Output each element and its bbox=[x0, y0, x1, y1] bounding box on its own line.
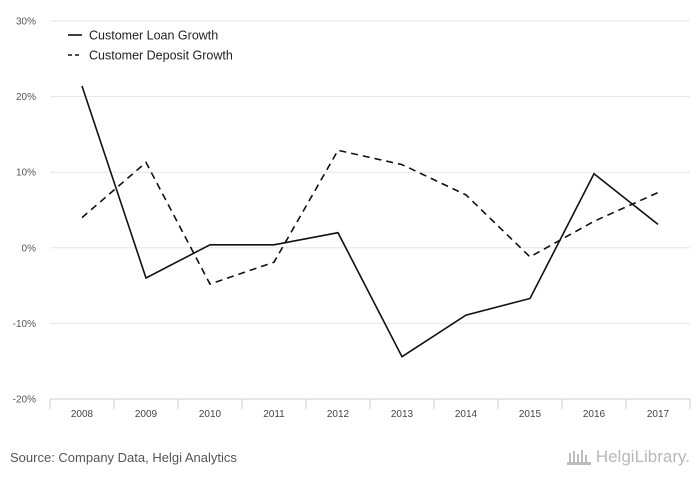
y-tick-label: 10% bbox=[16, 168, 36, 179]
x-tick-label: 2014 bbox=[455, 409, 478, 420]
y-axis-ticks: 30% 20% 10% 0% -10% -20% bbox=[13, 17, 36, 406]
line-chart: 30% 20% 10% 0% -10% -20% 2008 2009 2010 2011 2012… bbox=[13, 17, 691, 420]
y-tick-label: 30% bbox=[16, 17, 36, 28]
y-tick-label: 20% bbox=[16, 92, 36, 103]
y-tick-label: 0% bbox=[22, 243, 37, 254]
x-axis: 2008 2009 2010 2011 2012 2013 2014 2015 2016 2017 bbox=[49, 398, 691, 420]
x-tick-label: 2008 bbox=[71, 409, 94, 420]
x-tick-label: 2012 bbox=[327, 409, 350, 420]
brand-name: HelgiLibrary. bbox=[595, 447, 690, 466]
x-tick-label: 2015 bbox=[519, 409, 542, 420]
x-tick-label: 2013 bbox=[391, 409, 414, 420]
legend-label: Customer Deposit Growth bbox=[89, 49, 233, 63]
library-icon bbox=[566, 450, 591, 465]
legend: Customer Loan Growth Customer Deposit Gro… bbox=[68, 29, 233, 63]
x-tick-label: 2009 bbox=[135, 409, 158, 420]
loan-growth-line bbox=[81, 85, 659, 358]
brand-logo: HelgiLibrary. bbox=[566, 447, 690, 467]
y-tick-label: -20% bbox=[13, 395, 36, 406]
x-tick-label: 2011 bbox=[263, 409, 285, 420]
source-note: Source: Company Data, Helgi Analytics bbox=[10, 450, 237, 465]
legend-label: Customer Loan Growth bbox=[89, 29, 218, 43]
x-tick-label: 2010 bbox=[199, 409, 222, 420]
series-lines bbox=[81, 85, 659, 358]
y-tick-label: -10% bbox=[13, 319, 36, 330]
grid-lines bbox=[50, 20, 690, 400]
x-tick-label: 2016 bbox=[583, 409, 606, 420]
x-tick-label: 2017 bbox=[647, 409, 670, 420]
